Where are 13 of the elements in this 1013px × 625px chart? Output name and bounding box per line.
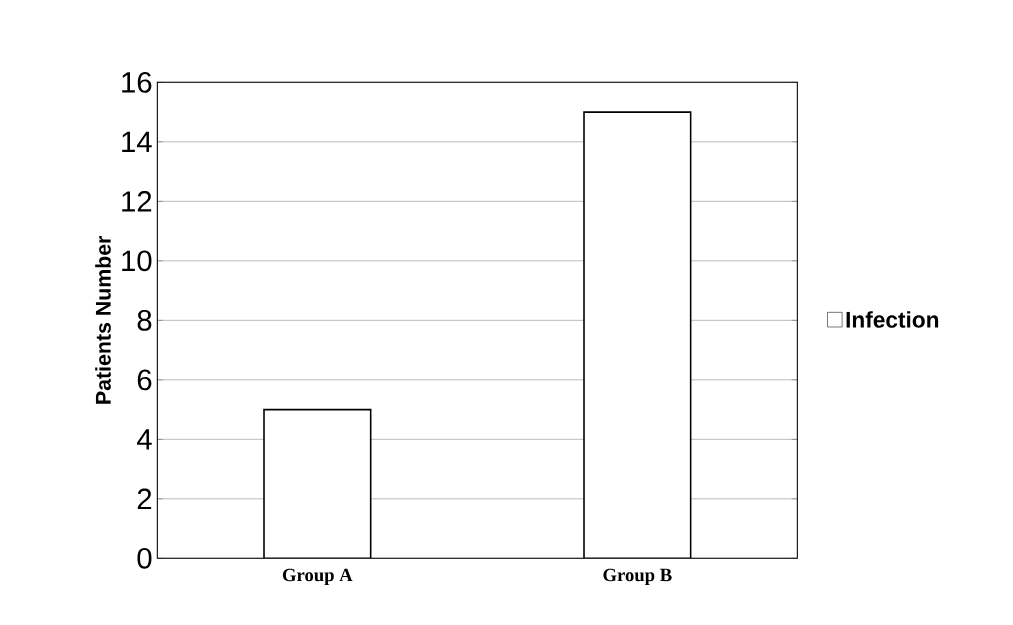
y-tick-label: 2 (137, 488, 152, 510)
y-tick-label: 0 (137, 547, 152, 569)
y-tick-label: 10 (122, 250, 152, 272)
x-tick-label: Group A (282, 568, 353, 586)
x-tick-label: Group B (603, 568, 672, 586)
y-tick-label: 4 (136, 429, 152, 450)
y-tick-label: 16 (122, 71, 152, 93)
y-tick-label: 12 (122, 191, 152, 212)
y-axis-title: Patients Number (95, 235, 111, 404)
y-tick-label: 14 (122, 131, 152, 152)
y-tick-label: 8 (137, 309, 152, 331)
text: Infection (846, 311, 939, 328)
y-tick-label: 6 (137, 369, 152, 391)
